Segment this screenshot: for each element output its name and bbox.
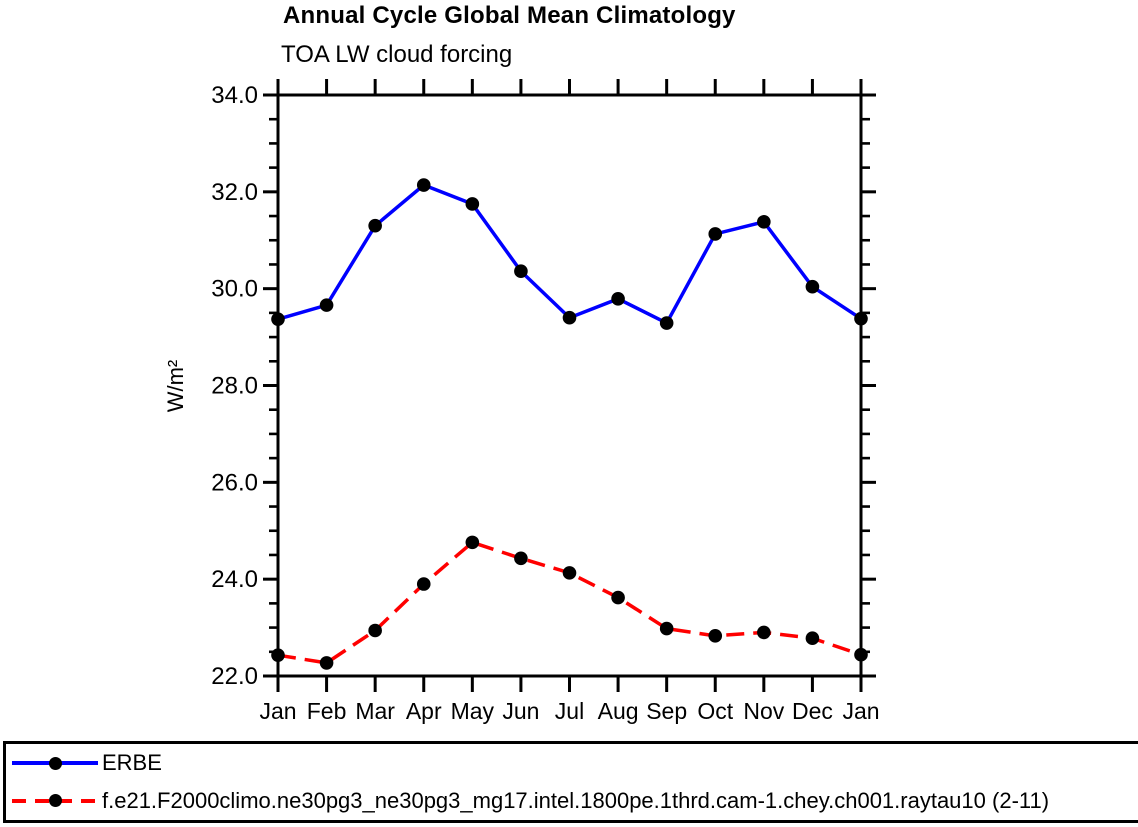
x-tick-label: Jul — [555, 698, 584, 724]
x-tick-label: Jun — [502, 698, 539, 724]
model-marker-icon — [48, 794, 62, 808]
chart-subtitle: TOA LW cloud forcing — [281, 41, 513, 68]
erbe-marker — [319, 298, 334, 312]
model-marker — [514, 551, 528, 566]
erbe-line — [277, 183, 862, 326]
erbe-marker — [416, 178, 431, 192]
y-tick-label: 24.0 — [211, 566, 258, 593]
erbe-marker — [757, 215, 771, 229]
erbe-marker — [708, 227, 723, 241]
x-tick-label: Feb — [307, 698, 347, 724]
legend-box: ERBE f.e21.F2000climo.ne30pg3_ne30pg3_mg… — [3, 741, 1138, 823]
erbe-marker — [659, 316, 674, 330]
x-tick-label: Aug — [598, 698, 639, 724]
y-tick-label: 28.0 — [211, 373, 258, 400]
erbe-marker — [611, 292, 625, 306]
legend-label-model: f.e21.F2000climo.ne30pg3_ne30pg3_mg17.in… — [102, 787, 1050, 813]
y-tick-label: 26.0 — [211, 469, 258, 496]
model-marker — [465, 535, 480, 550]
model-marker — [319, 656, 334, 670]
model-marker — [271, 648, 285, 662]
y-tick-label: 32.0 — [211, 179, 258, 206]
x-tick-label: Apr — [406, 698, 442, 724]
erbe-marker — [854, 311, 868, 326]
model-marker — [854, 647, 868, 662]
x-tick-label: Mar — [355, 698, 395, 724]
model-marker — [757, 625, 771, 640]
x-tick-label: Sep — [646, 698, 687, 724]
plot-svg: 22.0 24.0 26.0 28.0 30.0 32.0 34.0 Jan Feb Mar Apr… — [211, 79, 880, 724]
x-tick-label: Jan — [259, 698, 296, 724]
erbe-marker — [271, 312, 285, 326]
y-tick-label: 34.0 — [211, 82, 258, 109]
x-tick-label: Dec — [792, 698, 833, 724]
x-tick-label: Oct — [697, 698, 733, 724]
legend-item-model: f.e21.F2000climo.ne30pg3_ne30pg3_mg17.in… — [12, 783, 1138, 819]
model-marker — [611, 590, 625, 605]
erbe-marker — [805, 279, 820, 294]
legend-label-erbe: ERBE — [102, 750, 162, 776]
x-tick-label: Nov — [743, 698, 784, 724]
legend-item-erbe: ERBE — [12, 745, 1138, 781]
axis-tick-labels: 22.0 24.0 26.0 28.0 30.0 32.0 34.0 Jan Feb Mar Apr… — [211, 82, 879, 724]
x-tick-label: Jan — [842, 698, 879, 724]
model-marker — [368, 623, 382, 638]
y-tick-label: 22.0 — [211, 663, 258, 690]
model-marker — [659, 621, 674, 636]
chart-title: Annual Cycle Global Mean Climatology — [283, 2, 736, 29]
y-tick-label: 30.0 — [211, 276, 258, 303]
axis-ticks — [263, 79, 876, 692]
model-marker — [562, 566, 577, 580]
plot-frame — [276, 93, 863, 678]
erbe-marker — [514, 264, 528, 279]
model-line — [277, 540, 862, 665]
erbe-marker — [465, 197, 480, 211]
erbe-marker-icon — [48, 756, 62, 770]
legend-line-sample-model — [12, 794, 98, 808]
x-tick-label: May — [451, 698, 495, 724]
model-marker — [708, 629, 723, 643]
legend-line-sample-erbe — [12, 756, 98, 770]
erbe-marker — [368, 218, 382, 233]
data-series — [271, 178, 868, 670]
erbe-marker — [562, 310, 577, 325]
model-marker — [805, 631, 820, 646]
model-marker — [416, 577, 431, 591]
plot-border — [276, 93, 863, 678]
